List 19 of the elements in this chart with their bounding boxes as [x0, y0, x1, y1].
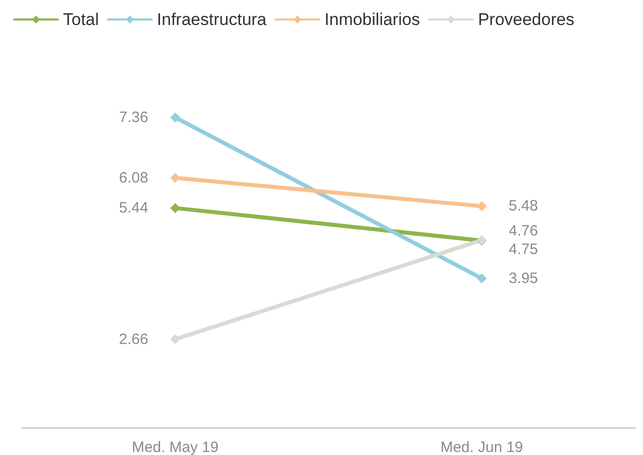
point	[476, 201, 487, 212]
data-label: 5.48	[508, 198, 538, 215]
data-label: 2.66	[119, 330, 148, 348]
x-tick-label: Med. May 19	[132, 439, 219, 455]
data-label: 5.44	[119, 200, 148, 217]
point	[170, 334, 180, 344]
point	[170, 112, 180, 122]
point	[476, 273, 487, 284]
x-tick-label: Med. Jun 19	[440, 439, 524, 455]
data-label: 7.36	[119, 108, 148, 126]
legend-label: Inmobiliarios	[324, 10, 420, 29]
legend-label: Infraestructura	[156, 10, 268, 29]
legend-label: Proveedores	[478, 10, 574, 29]
legend-label: Total	[63, 10, 99, 29]
data-label: 3.95	[508, 270, 538, 287]
data-label: 4.75	[508, 241, 538, 258]
data-label: 6.08	[119, 169, 148, 186]
point	[170, 172, 180, 183]
data-label: 4.76	[508, 222, 538, 240]
